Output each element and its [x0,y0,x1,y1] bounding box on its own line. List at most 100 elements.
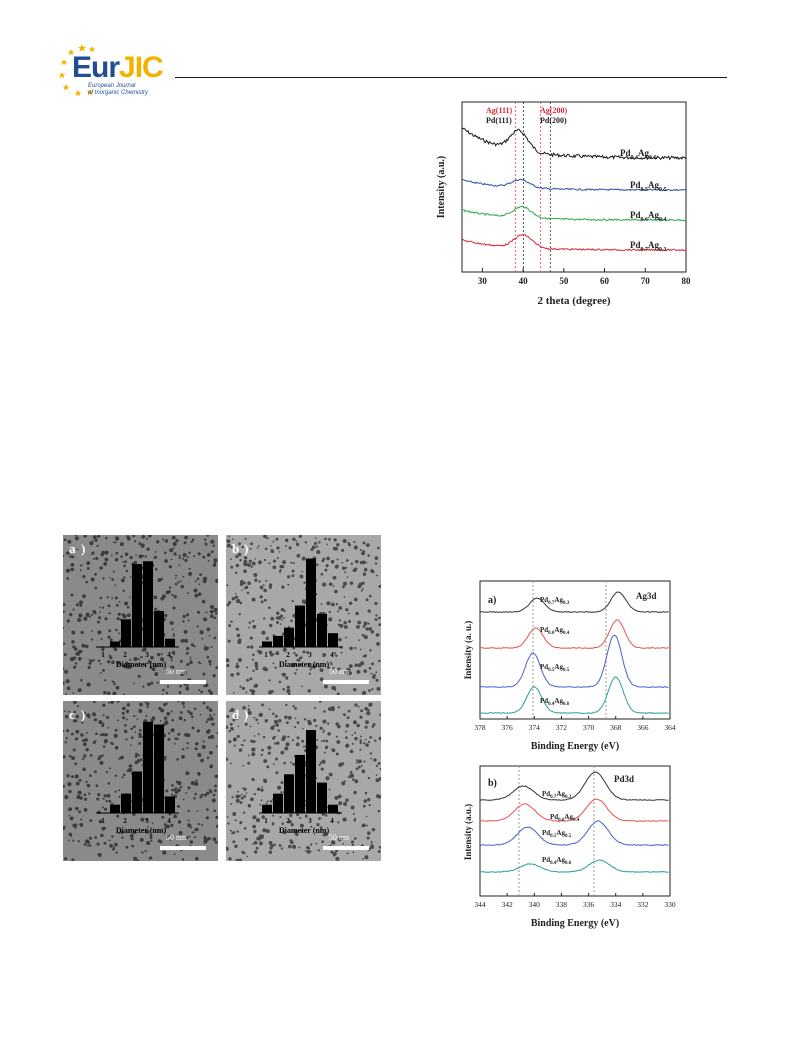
tem-particle [63,826,65,831]
tem-particle [359,548,362,551]
tem-particle [249,725,252,728]
tem-particle [70,562,75,567]
tem-particle [378,845,381,849]
xps-x-tick-label: 370 [583,723,595,732]
tem-particle [356,625,360,629]
tem-particle [256,547,259,549]
tem-particle [286,685,290,689]
tem-particle [272,540,275,543]
tem-particle [344,571,347,574]
tem-particle [251,561,256,566]
tem-particle [267,751,271,755]
tem-particle [142,685,145,688]
tem-particle [330,850,334,854]
tem-particle [172,606,176,610]
xrd-series-label-3: Pd0.6Ag0.4 [630,210,667,223]
tem-particle [125,845,129,849]
tem-particle [103,794,107,798]
tem-particle [212,610,215,613]
tem-particle [118,795,121,798]
tem-particle [113,647,118,652]
tem-particle [334,564,339,569]
xps-x-tick-label: 340 [529,900,541,909]
tem-particle [126,703,131,707]
tem-particle [138,734,142,739]
tem-particle [319,761,323,764]
tem-particle [74,662,78,665]
tem-particle [124,723,127,727]
tem-particle [243,559,248,564]
tem-particle [240,796,244,800]
tem-particle [243,739,246,742]
tem-particle [89,819,93,822]
tem-particle [80,818,83,821]
tem-particle [292,705,295,708]
tem-particle [66,729,70,733]
tem-particle [253,829,257,834]
xps-x-tick-label: 378 [474,723,486,732]
tem-particle [256,787,261,792]
tem-particle [105,715,110,719]
tem-particle [368,689,371,692]
tem-particle [354,567,358,571]
tem-particle [269,846,273,850]
tem-particle [138,742,142,745]
tem-particle [276,546,280,550]
histogram-tick-label: 1 [264,817,268,825]
tem-particle [112,846,116,849]
tem-particle [115,851,118,854]
tem-particle [253,573,258,577]
tem-particle [214,840,218,844]
tem-particle [363,669,367,673]
tem-particle [337,794,342,799]
tem-particle [246,646,249,649]
tem-particle [134,731,137,734]
tem-particle [269,623,273,628]
tem-particle [173,633,175,635]
scale-bar [160,846,206,850]
tem-particle [226,715,230,719]
tem-particle [91,613,94,616]
tem-particle [214,789,217,792]
logo-jic: JIC [119,51,164,84]
tem-particle [338,762,343,767]
tem-particle [369,649,372,652]
tem-particle [230,707,235,712]
tem-particle [376,642,380,646]
tem-particle [210,604,215,610]
histogram-bar [273,793,283,813]
tem-particle [310,843,313,846]
tem-particle [277,729,280,732]
tem-particle [63,538,67,542]
tem-particle [213,562,217,565]
tem-particle [294,717,297,720]
tem-panel-label: b [232,541,239,556]
tem-particle [141,555,144,558]
tem-particle [326,601,331,606]
tem-particle [289,839,293,842]
tem-particle [97,757,101,761]
tem-particle [150,655,154,660]
tem-particle [230,558,232,560]
tem-particle [193,554,196,558]
tem-particle [302,727,304,730]
tem-particle [208,634,211,637]
tem-particle [278,680,282,684]
tem-particle [205,816,209,820]
tem-particle [345,736,348,739]
tem-particle [275,537,279,541]
tem-particle [186,646,190,651]
tem-particle [377,633,380,636]
tem-particle [141,535,146,539]
tem-particle [64,795,69,800]
tem-particle [101,754,104,757]
tem-particle [196,729,200,733]
tem-particle [92,540,94,542]
tem-particle [361,550,366,554]
logo-subtitle-line1: European Journal [88,83,136,89]
tem-particle [278,570,282,573]
tem-particle [186,742,189,745]
tem-particle [263,535,267,539]
tem-particle [258,834,263,839]
tem-particle [193,707,196,710]
